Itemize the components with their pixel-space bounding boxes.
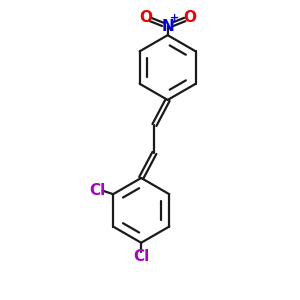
Text: N: N [161, 19, 174, 34]
Text: Cl: Cl [90, 183, 106, 198]
Text: O: O [139, 10, 152, 25]
Text: O: O [183, 10, 196, 25]
Text: +: + [169, 13, 179, 23]
Text: Cl: Cl [133, 249, 149, 264]
